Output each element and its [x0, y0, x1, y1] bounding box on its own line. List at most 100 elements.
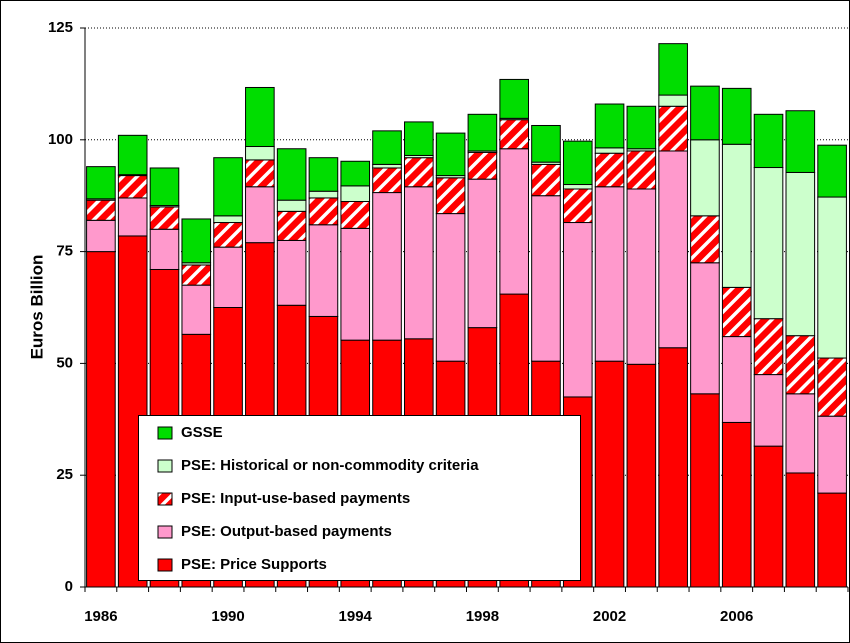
- bar-segment: [149, 228, 180, 270]
- bar-segment: [753, 167, 784, 320]
- legend-label: PSE: Input-use-based payments: [181, 490, 410, 507]
- bar-segment: [181, 264, 212, 286]
- y-axis-label: Euros Billion: [27, 255, 46, 360]
- bar-segment: [86, 199, 116, 221]
- bar-segment: [721, 286, 752, 338]
- bar-segment: [435, 132, 466, 177]
- bar-segment: [276, 199, 307, 212]
- bar-segment: [149, 167, 180, 207]
- bar-segment: [499, 119, 529, 150]
- bar-segment: [721, 421, 752, 588]
- bar-segment: [594, 152, 625, 188]
- bar-segment: [340, 160, 371, 187]
- legend-label: PSE: Price Supports: [181, 556, 327, 573]
- legend: GSSE PSE: Historical or non-commodity cri…: [138, 415, 581, 581]
- bar-segment: [594, 103, 625, 149]
- bar-segment: [626, 188, 657, 365]
- legend-box: [138, 415, 581, 581]
- y-tick-label: 0: [65, 578, 73, 595]
- bar-segment: [753, 374, 784, 447]
- x-tick-label: 2006: [720, 608, 753, 625]
- bar-segment: [721, 336, 752, 423]
- bars: [86, 43, 847, 588]
- bar-segment: [404, 121, 434, 156]
- bar-segment: [785, 472, 816, 588]
- bar-segment: [372, 130, 402, 165]
- bar-segment: [467, 113, 498, 152]
- bar-segment: [658, 347, 688, 588]
- bar-segment: [117, 134, 148, 176]
- y-tick-label: 50: [56, 354, 73, 371]
- bar-segment: [86, 219, 116, 253]
- bar-segment: [817, 357, 847, 417]
- bar-segment: [245, 159, 275, 188]
- bar-segment: [753, 113, 784, 169]
- bar-segment: [435, 213, 466, 362]
- bar-segment: [594, 147, 625, 154]
- y-tick-label: 100: [48, 131, 73, 148]
- bar-segment: [499, 148, 529, 295]
- bar-segment: [86, 251, 116, 588]
- bar-segment: [117, 175, 148, 199]
- bar-segment: [721, 143, 752, 288]
- bar-segment: [562, 140, 593, 186]
- bar-segment: [626, 105, 657, 150]
- bar-segment: [531, 124, 561, 163]
- legend-swatch: [157, 426, 173, 440]
- legend-swatch: [157, 558, 173, 572]
- bar-segment: [149, 206, 180, 230]
- y-tick-label: 25: [56, 466, 73, 483]
- bar-segment: [213, 157, 243, 217]
- bar-segment: [690, 393, 720, 588]
- legend-swatch: [157, 525, 173, 539]
- x-tick-label: 1986: [84, 608, 117, 625]
- bar-segment: [181, 284, 212, 335]
- bar-segment: [562, 188, 593, 224]
- legend-swatch: [157, 459, 173, 473]
- bar-segment: [753, 445, 784, 588]
- bar-segment: [86, 166, 116, 200]
- x-tick-label: 1990: [211, 608, 244, 625]
- bar-segment: [817, 196, 847, 359]
- bar-segment: [626, 363, 657, 588]
- bar-segment: [658, 43, 688, 96]
- bar-segment: [308, 157, 339, 192]
- bar-segment: [340, 185, 371, 203]
- bar-segment: [340, 227, 371, 341]
- bar-segment: [276, 210, 307, 241]
- bar-segment: [245, 146, 275, 161]
- bar-segment: [817, 415, 847, 494]
- legend-label: PSE: Output-based payments: [181, 523, 392, 540]
- legend-label: GSSE: [181, 424, 223, 441]
- bar-segment: [658, 150, 688, 349]
- bar-segment: [658, 105, 688, 152]
- bar-segment: [372, 163, 402, 169]
- bar-segment: [245, 86, 275, 148]
- bar-segment: [562, 222, 593, 398]
- bar-segment: [817, 144, 847, 198]
- bar-segment: [372, 192, 402, 341]
- bar-segment: [372, 167, 402, 194]
- bar-segment: [213, 215, 243, 224]
- bar-segment: [340, 201, 371, 229]
- bar-segment: [404, 186, 434, 340]
- bar-segment: [499, 78, 529, 119]
- bar-segment: [626, 150, 657, 190]
- bar-segment: [531, 195, 561, 362]
- bar-segment: [721, 87, 752, 145]
- bar-segment: [213, 222, 243, 248]
- bar-segment: [562, 184, 593, 190]
- bar-segment: [308, 190, 339, 199]
- bar-segment: [467, 178, 498, 329]
- bar-segment: [690, 262, 720, 395]
- bar-segment: [181, 218, 212, 264]
- bar-segment: [753, 318, 784, 376]
- bar-segment: [276, 239, 307, 306]
- bar-segment: [308, 224, 339, 317]
- bar-segment: [276, 148, 307, 201]
- bar-segment: [658, 94, 688, 107]
- bar-segment: [785, 335, 816, 395]
- bar-segment: [817, 492, 847, 588]
- bar-segment: [785, 110, 816, 173]
